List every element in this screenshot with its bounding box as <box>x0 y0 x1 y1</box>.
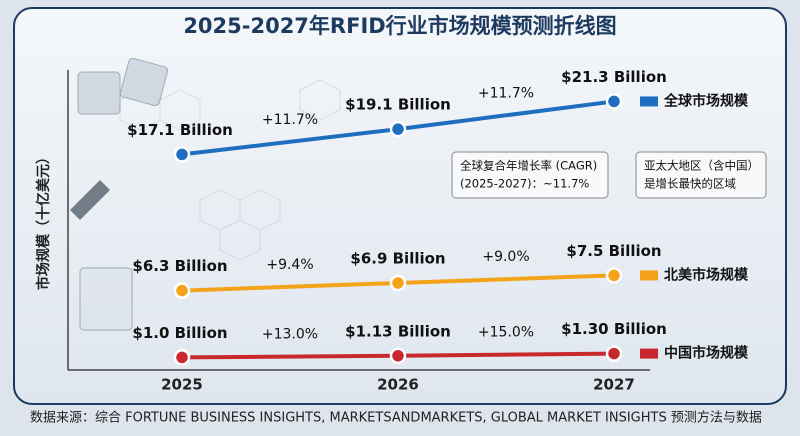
legend-swatch <box>640 96 658 107</box>
growth-label: +13.0% <box>262 327 318 343</box>
data-point <box>605 345 623 362</box>
data-label: $17.1 Billion <box>127 121 233 139</box>
annotation-text: 全球复合年增长率 (CAGR) <box>460 159 597 173</box>
legend-swatch <box>640 270 658 281</box>
x-tick-label: 2027 <box>593 376 635 394</box>
data-label: $1.13 Billion <box>345 322 451 340</box>
data-point <box>173 146 191 163</box>
rfid-icons <box>70 57 169 331</box>
y-axis-label: 市场规模（十亿美元） <box>35 150 52 290</box>
data-label: $7.5 Billion <box>566 242 661 260</box>
data-label: $1.0 Billion <box>132 324 227 342</box>
growth-label: +9.0% <box>482 249 529 265</box>
data-point <box>605 267 623 284</box>
panel <box>13 7 787 405</box>
data-point <box>173 282 191 299</box>
annotation-text: (2025-2027)：~11.7% <box>460 177 589 191</box>
growth-label: +11.7% <box>478 85 534 101</box>
chart-title: 2025-2027年RFID行业市场规模预测折线图 <box>183 14 616 38</box>
data-point <box>605 93 623 110</box>
legend-swatch <box>640 348 658 359</box>
data-point <box>389 347 407 365</box>
data-label: $19.1 Billion <box>345 96 451 114</box>
data-point <box>173 349 191 366</box>
growth-label: +15.0% <box>478 325 534 341</box>
annotation-box <box>451 151 609 199</box>
data-label: $6.3 Billion <box>132 257 227 275</box>
annotation-box <box>635 151 767 199</box>
x-tick-label: 2026 <box>377 376 419 394</box>
legend-label: 全球市场规模 <box>663 92 749 109</box>
growth-label: +9.4% <box>266 257 313 273</box>
annotation-text: 是增长最快的区域 <box>644 177 736 191</box>
legend-label: 中国市场规模 <box>664 345 749 362</box>
source-note: 数据来源：综合 FORTUNE BUSINESS INSIGHTS, MARKE… <box>30 410 762 426</box>
growth-label: +11.7% <box>262 112 318 128</box>
data-label: $21.3 Billion <box>561 68 667 86</box>
legend-label: 北美市场规模 <box>664 266 749 283</box>
x-tick-label: 2025 <box>161 376 203 394</box>
data-label: $1.30 Billion <box>561 320 667 338</box>
data-point <box>389 274 407 292</box>
data-label: $6.9 Billion <box>350 250 445 268</box>
data-point <box>389 120 407 138</box>
annotation-text: 亚太大地区（含中国） <box>644 159 759 173</box>
